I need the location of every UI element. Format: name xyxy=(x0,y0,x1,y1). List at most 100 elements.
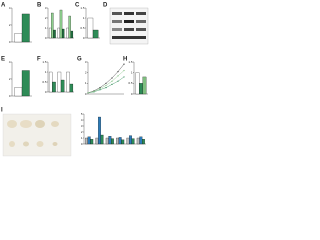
tumor xyxy=(7,120,17,128)
panel-letter: G xyxy=(77,57,82,63)
point xyxy=(117,75,119,77)
panel-letter: B xyxy=(37,3,42,9)
y-tick-label: 2 xyxy=(45,16,47,20)
point xyxy=(117,80,119,82)
y-tick-label: 1 xyxy=(81,136,83,140)
band xyxy=(112,36,146,39)
bar xyxy=(92,29,99,39)
y-tick-label: 0 xyxy=(81,142,83,146)
panel-letter: I xyxy=(1,108,3,114)
point xyxy=(123,76,125,78)
panel-letter: F xyxy=(37,57,41,63)
bar xyxy=(68,15,71,39)
bar xyxy=(85,137,88,145)
bar xyxy=(139,83,143,95)
bar xyxy=(142,139,145,145)
bar xyxy=(87,136,91,145)
panel-letter: H xyxy=(123,57,127,63)
band xyxy=(124,20,134,23)
point xyxy=(105,87,107,89)
y-tick-label: 4 xyxy=(81,118,83,122)
bar xyxy=(108,136,112,145)
y-tick-label: 2 xyxy=(9,77,11,81)
panel-letter: E xyxy=(1,57,5,63)
tumor xyxy=(36,141,44,147)
bar xyxy=(66,71,70,93)
bar xyxy=(142,76,147,95)
y-tick-label: 3 xyxy=(45,6,47,10)
bar xyxy=(48,71,53,93)
point xyxy=(111,80,113,82)
bar xyxy=(116,137,119,145)
band xyxy=(112,12,122,15)
y-tick-label: 0 xyxy=(45,36,47,40)
bar xyxy=(126,137,130,145)
western-blot: D xyxy=(103,3,149,45)
bar xyxy=(121,139,125,145)
y-tick-label: 5 xyxy=(81,112,83,116)
bar xyxy=(21,13,30,43)
point xyxy=(99,87,101,89)
point xyxy=(105,82,107,84)
tumor xyxy=(9,141,15,147)
bar xyxy=(14,33,23,43)
line xyxy=(87,70,125,94)
bar xyxy=(105,137,109,145)
band xyxy=(112,20,122,23)
y-tick-label: 0 xyxy=(83,36,85,40)
bar xyxy=(53,29,56,39)
line xyxy=(87,64,125,94)
bar xyxy=(118,137,122,145)
point xyxy=(123,63,125,65)
y-tick-label: 2 xyxy=(81,130,83,134)
bar xyxy=(98,116,101,145)
y-tick-label: 1 xyxy=(83,16,85,20)
y-tick-label: 3 xyxy=(85,60,87,64)
y-tick-label: 0.5 xyxy=(42,80,47,84)
band xyxy=(136,12,146,15)
y-tick-label: 4 xyxy=(9,6,11,10)
point xyxy=(99,89,101,91)
bar xyxy=(136,137,140,145)
tumor xyxy=(23,141,29,147)
bar xyxy=(111,138,114,145)
point xyxy=(111,77,113,79)
bar xyxy=(48,27,52,39)
panel-letter: D xyxy=(103,3,108,9)
y-tick-label: 3 xyxy=(81,124,83,128)
y-tick-label: 1 xyxy=(85,81,87,85)
bar xyxy=(14,87,23,97)
bar xyxy=(95,137,99,145)
y-tick-label: 4 xyxy=(9,60,11,64)
bar xyxy=(57,27,61,39)
y-tick-label: 0 xyxy=(9,94,11,98)
y-tick-label: 0 xyxy=(131,92,133,96)
band xyxy=(136,28,146,31)
y-tick-label: 0.5 xyxy=(128,81,133,85)
bar xyxy=(59,9,63,39)
y-tick-label: 1 xyxy=(45,70,47,74)
tumor xyxy=(20,120,32,128)
bar xyxy=(87,17,94,39)
y-tick-label: 0 xyxy=(45,90,47,94)
panel-letter: A xyxy=(1,3,6,9)
point xyxy=(105,84,107,87)
bar xyxy=(51,12,54,39)
tumor xyxy=(51,121,59,127)
point xyxy=(87,92,89,94)
bar xyxy=(52,81,56,93)
figure: D I A 0 2 4 B 0 1 2 3 C 0 0.5 1 1.5 E 0 2 4 F 0 0.5 1 1.5 G 0 1 2 3… xyxy=(1,3,149,157)
bar xyxy=(70,30,74,39)
bar xyxy=(57,71,62,93)
y-tick-label: 0 xyxy=(85,92,87,96)
y-tick-label: 2 xyxy=(9,23,11,27)
y-tick-label: 1 xyxy=(45,26,47,30)
y-tick-label: 1.5 xyxy=(80,6,85,10)
y-tick-label: 1.5 xyxy=(42,60,47,64)
point xyxy=(93,90,95,92)
bar xyxy=(129,135,132,145)
bar xyxy=(69,83,74,93)
band xyxy=(136,20,146,23)
point xyxy=(111,83,113,85)
band xyxy=(124,12,134,15)
